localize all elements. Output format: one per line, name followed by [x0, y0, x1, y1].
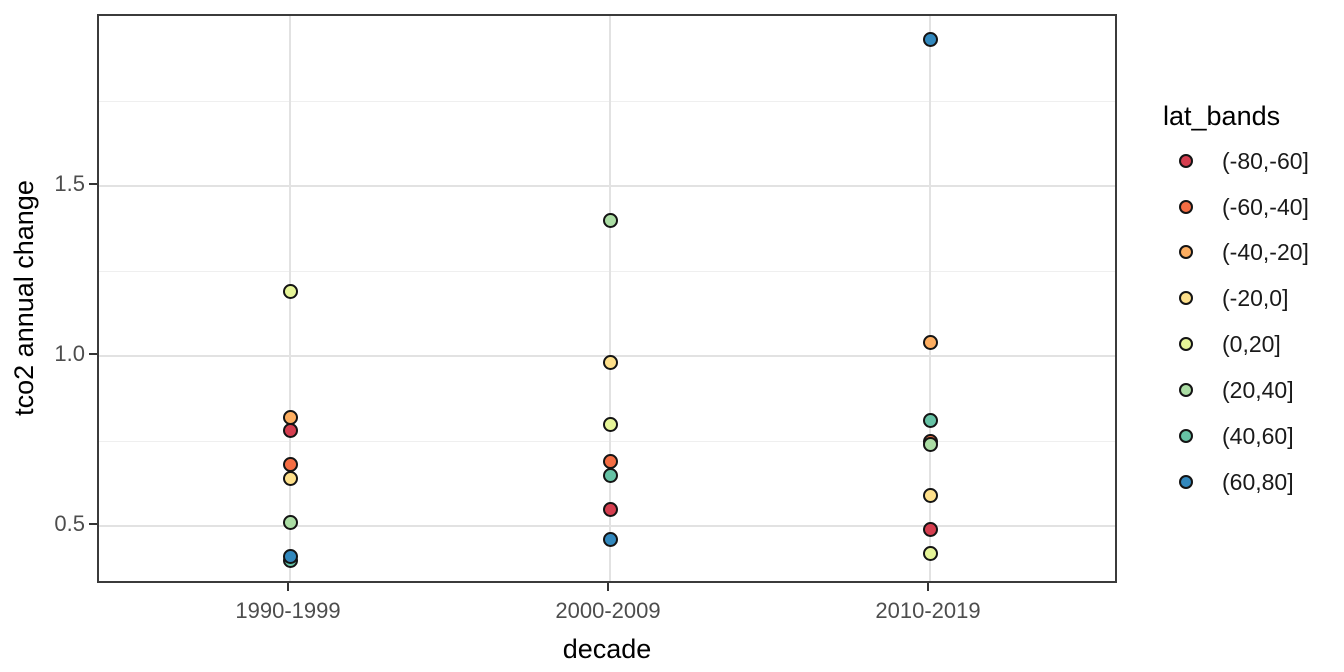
x-axis-title: decade: [562, 634, 652, 664]
y-tick-label: 1.5: [54, 171, 85, 196]
gridline-major-y: [99, 525, 1115, 527]
data-point: [282, 423, 298, 439]
data-point: [282, 470, 298, 486]
data-point: [922, 487, 938, 503]
x-tick-mark: [287, 583, 289, 591]
y-tick-mark: [89, 183, 97, 185]
legend-key-swatch: [1179, 291, 1193, 306]
gridline-minor-y: [99, 270, 1115, 272]
data-point: [602, 212, 618, 228]
legend-key-swatch: [1179, 474, 1193, 489]
gridline-minor-y: [99, 100, 1115, 102]
data-point: [922, 545, 938, 561]
y-axis-title: tco2 annual change: [9, 180, 39, 416]
data-point: [282, 549, 298, 565]
x-tick-label: 1990-1999: [235, 598, 341, 623]
legend-key-label: (0,20]: [1222, 331, 1281, 358]
legend-key-swatch: [1179, 153, 1193, 168]
legend-key-label: (-60,-40]: [1222, 193, 1309, 220]
x-tick-mark: [927, 583, 929, 591]
data-point: [922, 32, 938, 48]
y-tick-label: 1.0: [54, 341, 85, 366]
y-tick-mark: [89, 353, 97, 355]
legend-key-label: (-40,-20]: [1222, 239, 1309, 266]
legend-key-swatch: [1179, 428, 1193, 443]
x-tick-mark: [607, 583, 609, 591]
data-point: [922, 334, 938, 350]
legend-key-label: (-20,0]: [1222, 285, 1289, 312]
data-point: [922, 521, 938, 537]
data-point: [922, 413, 938, 429]
y-tick-mark: [89, 523, 97, 525]
legend-key-label: (20,40]: [1222, 377, 1294, 403]
data-point: [602, 467, 618, 483]
legend-key-swatch: [1179, 245, 1193, 260]
legend-key-swatch: [1179, 337, 1193, 352]
y-tick-label: 0.5: [54, 511, 85, 536]
gridline-minor-y: [99, 440, 1115, 442]
plot-panel: [97, 14, 1117, 583]
data-point: [602, 416, 618, 432]
data-point: [602, 453, 618, 469]
legend-key-label: (40,60]: [1222, 422, 1294, 449]
x-tick-label: 2000-2009: [555, 598, 661, 623]
gridline-major-x: [609, 16, 611, 581]
x-tick-label: 2010-2019: [875, 598, 981, 623]
legend-key-swatch: [1179, 383, 1193, 397]
data-point: [282, 409, 298, 425]
gridline-major-y: [99, 185, 1115, 187]
data-point: [602, 532, 618, 548]
data-point: [282, 283, 298, 299]
legend-title: lat_bands: [1163, 101, 1281, 131]
legend-key-label: (-80,-60]: [1222, 147, 1309, 174]
legend-key-label: (60,80]: [1222, 468, 1294, 495]
data-point: [602, 355, 618, 371]
data-point: [922, 436, 938, 452]
data-point: [282, 515, 298, 531]
legend-key-swatch: [1179, 199, 1193, 214]
data-point: [602, 501, 618, 517]
